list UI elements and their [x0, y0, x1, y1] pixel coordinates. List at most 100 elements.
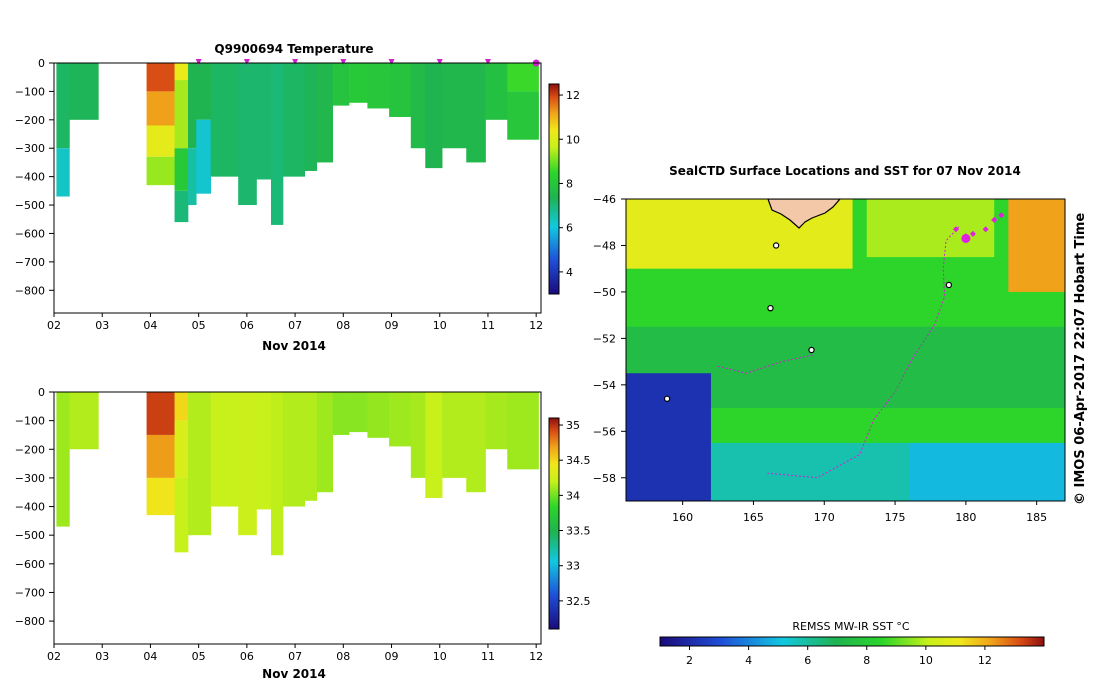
temp-cell-15-0 — [367, 63, 390, 109]
temp-cell-4-0 — [188, 63, 197, 149]
sal-x-tick-label-08: 08 — [336, 650, 350, 663]
island-4 — [772, 242, 780, 249]
sst-region-2 — [1008, 199, 1065, 292]
temp-y-tick-label--600: −600 — [15, 227, 45, 240]
map-lat-tick-label--48: −48 — [593, 239, 616, 252]
map-lon-tick-label-180: 180 — [955, 511, 976, 524]
island-2 — [663, 395, 671, 402]
new-zealand-coast — [767, 199, 841, 229]
map-lat-tick-label--58: −58 — [593, 472, 616, 485]
seal-location-2 — [969, 230, 976, 237]
temp-y-tick-label-0: 0 — [38, 57, 45, 70]
temp-cell-2-0 — [146, 63, 175, 92]
map-lon-tick-label-185: 185 — [1026, 511, 1047, 524]
temp-cell-3-3 — [174, 190, 189, 223]
sst-region-5 — [626, 373, 711, 501]
profile-markers — [195, 59, 540, 67]
salinity-y-axis: 0 −100 −200 −300 −400 −500 −600 −700 −800 — [15, 386, 54, 628]
seal-surface-locations — [952, 212, 1005, 243]
sal-x-tick-label-10: 10 — [433, 650, 447, 663]
sal-cell-6-0 — [238, 392, 257, 536]
temp-cell-8-0 — [256, 63, 272, 180]
temp-cbar-tick-label-8: 8 — [566, 177, 573, 190]
sal-x-tick-label-02: 02 — [47, 650, 61, 663]
sal-x-tick-label-09: 09 — [385, 650, 399, 663]
salinity-x-axis: 02 03 04 05 06 07 08 09 10 11 12 — [47, 644, 543, 663]
temp-cell-1-0 — [69, 63, 99, 120]
island-3 — [945, 281, 953, 289]
temp-cell-13-0 — [332, 63, 350, 106]
temp-x-tick-label-03: 03 — [95, 319, 109, 332]
temp-y-tick-label--400: −400 — [15, 171, 45, 184]
temp-x-tick-label-06: 06 — [240, 319, 254, 332]
sal-cell-21-0 — [507, 392, 539, 470]
sal-cbar-tick-label-32.5: 32.5 — [566, 595, 591, 608]
sub-antarctic-islands — [663, 242, 953, 402]
map-frame — [625, 198, 1066, 502]
sal-cell-2-2 — [146, 477, 175, 516]
sal-y-tick-label--300: −300 — [15, 472, 45, 485]
sal-x-tick-label-03: 03 — [95, 650, 109, 663]
salinity-colorbar — [548, 417, 560, 630]
temp-cell-17-0 — [410, 63, 426, 149]
sal-cell-2-1 — [146, 434, 175, 478]
sal-cell-0-0 — [56, 392, 70, 527]
temp-cbar-tick-label-12: 12 — [566, 89, 580, 102]
map-longitude-axis: 160 165 170 175 180 185 — [672, 501, 1047, 524]
temp-cbar-tick-label-10: 10 — [566, 133, 580, 146]
temp-cbar-tick-label-4: 4 — [566, 266, 573, 279]
sal-cell-3-2 — [174, 477, 189, 553]
sst-region-3 — [866, 199, 995, 258]
sal-cell-8-0 — [270, 392, 284, 556]
temp-x-tick-label-09: 09 — [385, 319, 399, 332]
profile-marker-6 — [243, 59, 250, 65]
island-1 — [808, 346, 815, 354]
sal-cbar-tick-label-34: 34 — [566, 489, 580, 502]
salinity-section-chart: 02 03 04 05 06 07 08 09 10 11 12 0 −100 −200 −300 −400… — [15, 386, 591, 681]
map-lat-tick-label--46: −46 — [593, 193, 616, 206]
sal-cell-10-0 — [304, 392, 318, 501]
temp-cell-2-3 — [146, 156, 175, 186]
sal-y-tick-label--400: −400 — [15, 501, 45, 514]
sal-cell-11-0 — [316, 392, 333, 493]
map-lat-tick-label--54: −54 — [593, 379, 616, 392]
sal-y-tick-label--800: −800 — [15, 615, 45, 628]
temp-cell-5-1 — [196, 119, 212, 194]
map-title: SealCTD Surface Locations and SST for 07… — [669, 164, 1021, 178]
temp-cell-9-0 — [270, 63, 284, 225]
sal-cell-2-0 — [146, 392, 175, 435]
sst-cbar-tick-label-12: 12 — [978, 654, 992, 667]
sal-cell-18-0 — [442, 392, 467, 478]
temp-y-tick-label--800: −800 — [15, 284, 45, 297]
sal-y-tick-label--200: −200 — [15, 443, 45, 456]
sal-cell-20-0 — [485, 392, 508, 450]
temperature-x-axis-title: Nov 2014 — [262, 339, 326, 353]
temp-cell-20-0 — [466, 63, 486, 163]
map-lon-tick-label-170: 170 — [814, 511, 835, 524]
map-lat-tick-label--52: −52 — [593, 332, 616, 345]
salinity-x-axis-title: Nov 2014 — [262, 667, 326, 681]
sst-colorbar — [659, 636, 1045, 647]
temp-cell-5-0 — [196, 63, 212, 120]
temp-y-tick-label--500: −500 — [15, 199, 45, 212]
island-0 — [767, 304, 774, 312]
temp-cell-0-1 — [56, 148, 70, 197]
map-lat-tick-label--50: −50 — [593, 286, 616, 299]
temperature-y-axis: 0 −100 −200 −300 −400 −500 −600 −700 −800 — [15, 57, 54, 297]
temp-cell-0-0 — [56, 63, 70, 149]
sst-cbar-tick-label-8: 8 — [863, 654, 870, 667]
temp-cell-22-0 — [507, 63, 539, 92]
sal-cell-7-0 — [256, 392, 272, 510]
temperature-colorbar-ticks: 4 6 8 10 12 — [559, 89, 580, 279]
sst-colorbar-ticks: 2 4 6 8 10 12 — [686, 646, 992, 667]
temp-cell-2-2 — [146, 125, 175, 157]
temp-cell-6-0 — [210, 63, 239, 177]
temperature-profile-cells — [56, 63, 539, 225]
temp-x-tick-label-07: 07 — [288, 319, 302, 332]
salinity-profile-cells — [56, 392, 539, 556]
seal-location-4 — [991, 216, 998, 223]
sal-cell-13-0 — [349, 392, 368, 433]
sst-cbar-tick-label-2: 2 — [686, 654, 693, 667]
sal-x-tick-label-11: 11 — [481, 650, 495, 663]
